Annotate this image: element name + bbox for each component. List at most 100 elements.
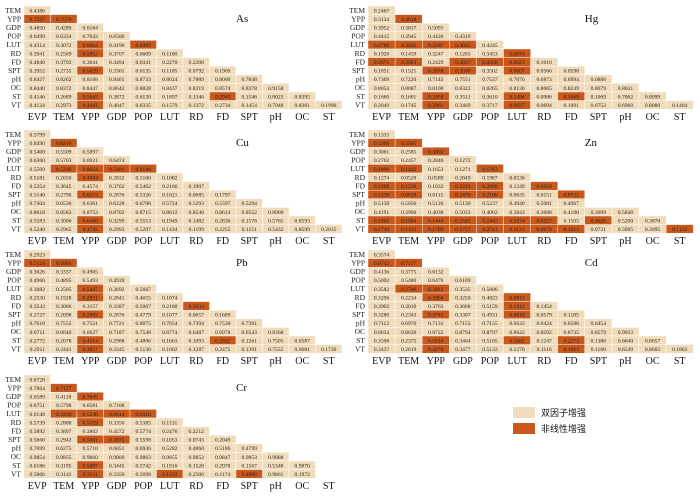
cell-value: 0.6851	[109, 446, 125, 452]
cell-value: 0.8065	[536, 86, 552, 92]
cell-value: 0.9860	[83, 455, 99, 461]
row-label: GDP	[350, 267, 365, 276]
cell-value: 0.1740	[374, 227, 390, 233]
row-label: SPT	[8, 66, 21, 75]
cell-value: 0.1681	[509, 338, 525, 344]
cell-value: 0.3247	[428, 51, 444, 57]
cell-value: 0.2841	[109, 295, 125, 301]
cell-value: 0.2786	[374, 43, 390, 49]
cell-value: 0.1199	[189, 227, 204, 233]
column-label: LUT	[160, 481, 179, 492]
cell-value: 0.3762	[109, 184, 125, 190]
cell-value: 0.9860	[109, 455, 125, 461]
column-label: LUT	[160, 356, 179, 367]
cell-value: 0.6614	[109, 412, 125, 418]
cell-value: 0.3870	[645, 218, 661, 224]
column-label: FD	[216, 481, 229, 492]
cell-value: 0.5724	[162, 201, 178, 207]
column-label: GDP	[107, 236, 127, 247]
cell-value: 0.1287	[189, 347, 205, 353]
cell-value: 0.5348	[268, 463, 284, 469]
row-label: POP	[351, 156, 365, 165]
row-label: POP	[351, 276, 365, 285]
cell-value: 0.1265	[455, 51, 471, 57]
cell-value: 0.7848	[242, 77, 258, 83]
cell-value: 0.7404	[30, 201, 46, 207]
column-label: EVP	[28, 356, 47, 367]
cell-value: 0.6341	[136, 60, 152, 66]
row-label: LUT	[6, 40, 21, 49]
row-label: OC	[11, 83, 21, 92]
row-label: LUT	[350, 40, 365, 49]
cell-value: 0.8642	[509, 330, 525, 336]
cell-value: 0.6624	[83, 167, 99, 173]
cell-value: 0.5033	[455, 210, 471, 216]
cell-value: 0.1105	[162, 69, 177, 75]
row-label: OC	[355, 83, 365, 92]
cell-value: 0.2790	[56, 193, 72, 199]
cell-value: 0.2757	[455, 227, 471, 233]
cell-value: 0.4779	[136, 313, 152, 319]
cell-value: 0.3941	[30, 51, 46, 57]
cell-value: 0.3995	[645, 227, 661, 233]
column-label: SPT	[590, 356, 607, 367]
cell-value: 0.0818	[509, 313, 525, 319]
column-label: FD	[216, 356, 229, 367]
cell-value: 0.2735	[56, 69, 72, 75]
cell-value: 0.1663	[162, 338, 178, 344]
cell-value: 0.7112	[374, 321, 389, 327]
cell-value: 0.5159	[482, 304, 498, 310]
cell-value: 0.5385	[136, 420, 152, 426]
cell-value: 0.6627	[83, 330, 99, 336]
cell-value: 0.8319	[189, 86, 205, 92]
cell-value: 0.3843	[509, 210, 525, 216]
cell-value: 0.1653	[428, 167, 444, 173]
cell-value: 0.8079	[591, 86, 607, 92]
cell-value: 0.8265	[482, 86, 498, 92]
cell-value: 0.1669	[564, 94, 580, 100]
cell-value: 0.4314	[30, 43, 46, 49]
cell-value: 0.6936	[136, 446, 152, 452]
cell-value: 0.1077	[162, 313, 178, 319]
cell-value: 0.5081	[536, 201, 552, 207]
row-label: RD	[11, 293, 22, 302]
cell-value: 0.2671	[374, 60, 390, 66]
cell-value: 0.1053	[162, 438, 178, 444]
cell-value: 0.6728	[30, 377, 46, 383]
cell-value: 0.6994	[564, 77, 580, 83]
cell-value: 0.4799	[242, 446, 258, 452]
row-label: OC	[355, 327, 365, 336]
cell-value: 0.2988	[109, 338, 125, 344]
cell-value: 0.1797	[215, 193, 231, 199]
row-label: TEM	[5, 375, 21, 384]
column-label: ST	[323, 481, 335, 492]
row-label: VT	[11, 224, 21, 233]
heatmap-cell	[315, 224, 343, 234]
cell-value: 0.6335	[136, 103, 152, 109]
panel-cr: TEM 0.6728 YPP 0.7864 0.7177 GDP 0.6589 0.4118 0…	[5, 375, 334, 492]
cell-value: 0.2876	[109, 193, 125, 199]
cell-value: 0.8395	[295, 94, 311, 100]
cell-value: 0.5667	[136, 287, 152, 293]
cell-value: 0.5095	[618, 227, 634, 233]
cell-value: 0.8168	[83, 77, 99, 83]
cell-value: 0.1131	[509, 227, 524, 233]
cell-value: 0.0927	[509, 103, 525, 109]
cell-value: 0.7721	[109, 321, 125, 327]
column-label: pH	[619, 112, 631, 123]
cell-value: 0.3280	[374, 313, 390, 319]
cell-value: 0.0670	[536, 227, 552, 233]
cell-value: 0.2973	[56, 103, 72, 109]
cell-value: 0.6130	[136, 94, 152, 100]
cell-value: 0.0579	[536, 313, 552, 319]
cell-value: 0.7369	[374, 77, 390, 83]
cell-value: 0.4745	[83, 227, 99, 233]
cell-value: 0.4047	[109, 103, 125, 109]
cell-value: 0.8552	[242, 210, 258, 216]
cell-value: 0.1069	[591, 94, 607, 100]
column-label: GDP	[107, 481, 127, 492]
row-label: GDP	[6, 267, 21, 276]
cell-value: 0.3439	[56, 412, 72, 418]
cell-value: 0.3802	[83, 429, 99, 435]
cell-value: 0.1709	[428, 227, 444, 233]
